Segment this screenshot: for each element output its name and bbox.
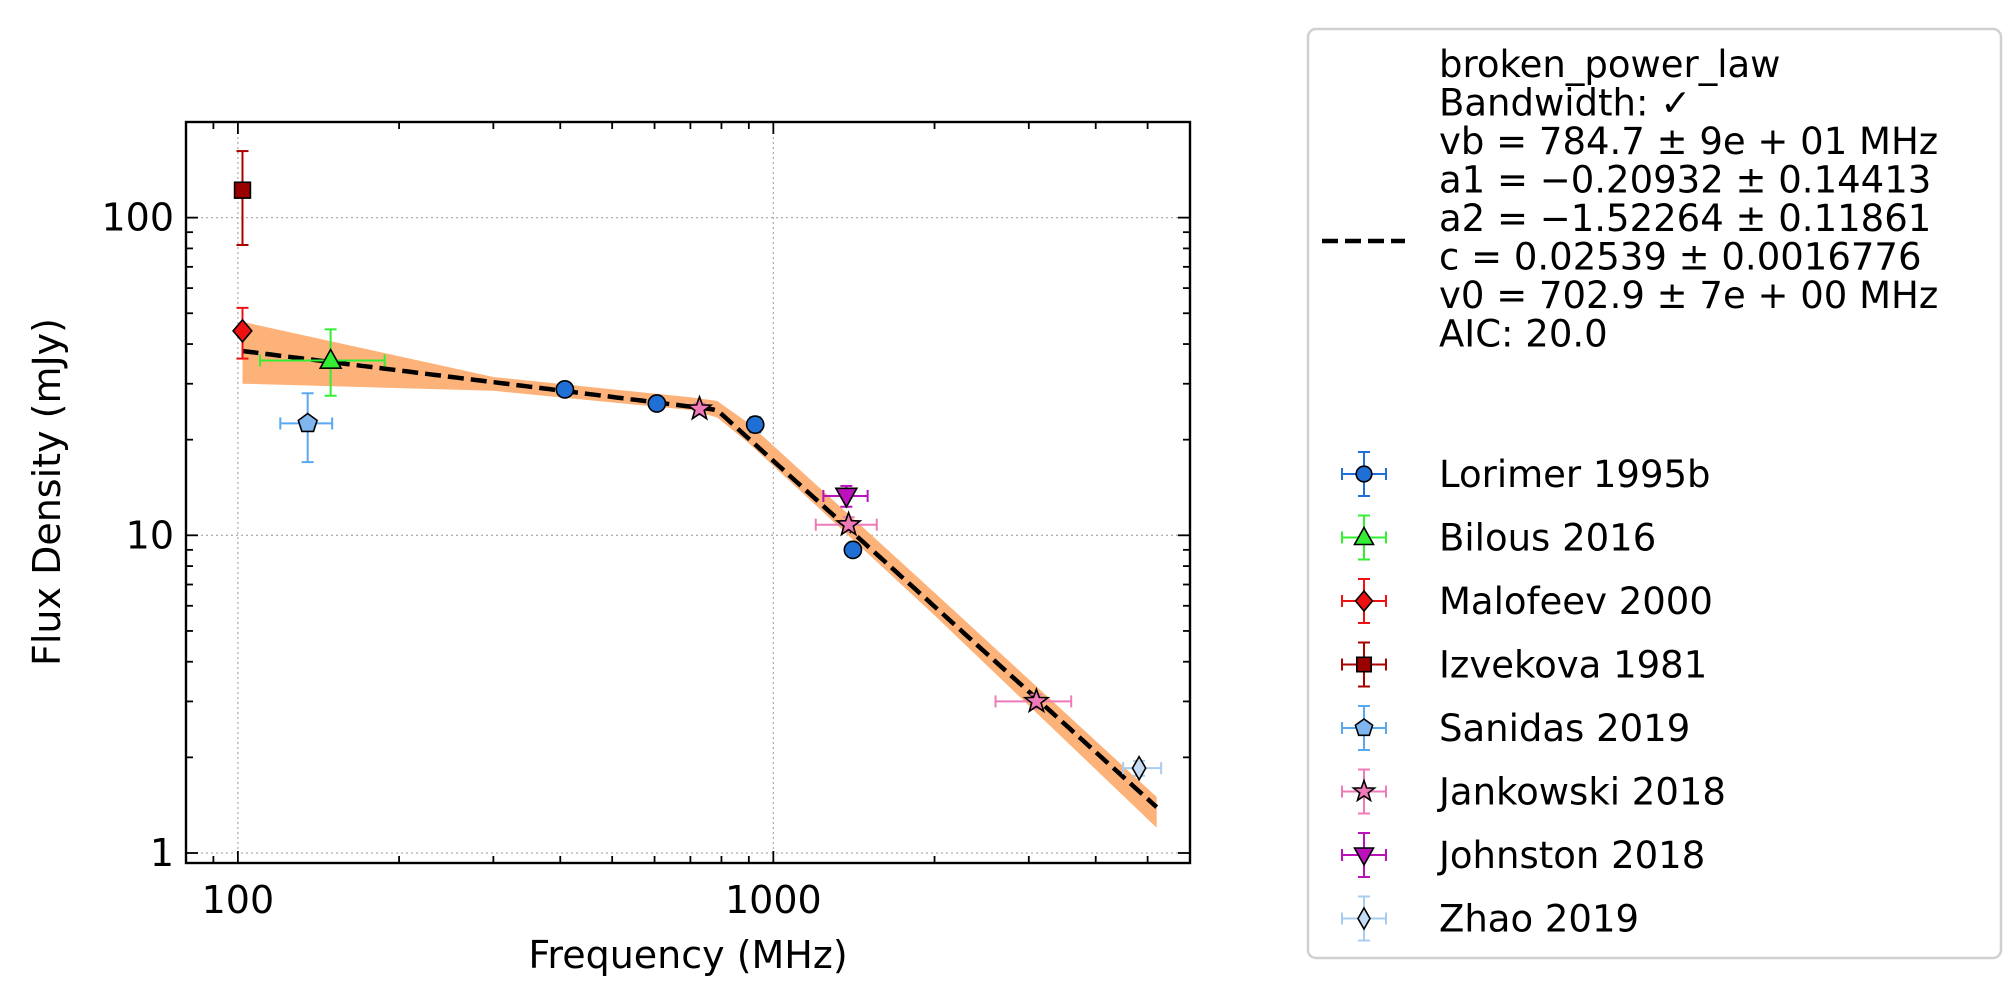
legend-entry: Bilous 2016 (1341, 514, 1656, 561)
data-point (834, 487, 859, 509)
legend-entry: Malofeev 2000 (1341, 578, 1713, 624)
legend-label: Bilous 2016 (1439, 517, 1656, 560)
legend-entry: Zhao 2019 (1341, 895, 1639, 942)
legend-label: Johnston 2018 (1437, 834, 1705, 877)
legend-fit-line: v0 = 702.9 ± 7e + 00 MHz (1439, 274, 1938, 317)
legend-fit-line: vb = 784.7 ± 9e + 01 MHz (1439, 120, 1938, 163)
legend-label: Jankowski 2018 (1437, 771, 1726, 814)
series-sanidas-2019 (279, 392, 334, 464)
data-point (843, 540, 863, 560)
legend-marker (1355, 465, 1373, 483)
data-point (647, 394, 667, 413)
y-axis-label: Flux Density (mJy) (25, 318, 69, 666)
legend-fit-line: AIC: 20.0 (1439, 313, 1608, 356)
legend-label: Izvekova 1981 (1439, 644, 1707, 687)
data-points (232, 150, 1163, 782)
series-johnston-2018 (822, 484, 869, 509)
y-tick-label: 1 (150, 831, 174, 875)
x-tick-label: 100 (202, 878, 275, 922)
data-point (1022, 686, 1051, 714)
legend-entry: Sanidas 2019 (1341, 705, 1690, 751)
data-point (745, 415, 765, 435)
legend-fit-model: broken_power_law (1439, 43, 1780, 86)
legend-marker (1354, 718, 1374, 737)
fit-line (242, 348, 1159, 809)
legend-fit-line: a2 = −1.52264 ± 0.11861 (1439, 197, 1931, 240)
series-jankowski-2018 (685, 394, 1073, 714)
x-axis-label: Frequency (MHz) (528, 933, 847, 977)
legend-entry: Izvekova 1981 (1341, 641, 1707, 688)
series-bilous-2016 (259, 328, 386, 397)
fit-uncertainty-band (242, 321, 1157, 828)
data-point (555, 379, 575, 399)
data-point (318, 347, 343, 370)
fit-line-group (242, 348, 1159, 809)
data-point (232, 318, 253, 344)
legend-entry: Johnston 2018 (1341, 832, 1705, 878)
series-zhao-2019 (1122, 754, 1163, 782)
legend-marker (1353, 847, 1375, 867)
y-tick-label: 10 (126, 513, 174, 557)
data-point (1131, 754, 1147, 782)
legend-label: Malofeev 2000 (1439, 580, 1713, 623)
legend-marker (1353, 525, 1375, 546)
grid-lines (186, 122, 1190, 863)
data-point (685, 394, 714, 421)
legend-fit-line: c = 0.02539 ± 0.0016776 (1439, 236, 1921, 279)
data-point (834, 510, 863, 537)
series-izvekova-1981 (233, 150, 252, 247)
fit-band-area (242, 321, 1157, 828)
legend-label: Sanidas 2019 (1439, 707, 1690, 750)
legend-label: Lorimer 1995b (1439, 453, 1711, 496)
data-point (233, 181, 252, 199)
legend-marker (1351, 778, 1377, 803)
legend-fit-line: a1 = −0.20932 ± 0.14413 (1439, 159, 1931, 202)
legend-entry: Lorimer 1995b (1341, 451, 1711, 497)
legend-fit-line: Bandwidth: ✓ (1439, 82, 1691, 125)
legend-entry: Jankowski 2018 (1341, 768, 1726, 815)
data-point (297, 412, 319, 433)
y-tick-label: 100 (101, 196, 174, 240)
legend-marker (1357, 906, 1371, 931)
series-malofeev-2000 (232, 306, 253, 360)
legend-label: Zhao 2019 (1439, 898, 1639, 941)
legend-marker (1354, 589, 1374, 613)
legend-marker (1356, 656, 1373, 673)
x-tick-label: 1000 (725, 878, 822, 922)
plot-axes: 100 1000 1 10 100 (101, 120, 1192, 922)
series-lorimer-1995b (555, 379, 863, 560)
legend-frame (1306, 27, 2003, 960)
plot-frame (184, 120, 1192, 865)
